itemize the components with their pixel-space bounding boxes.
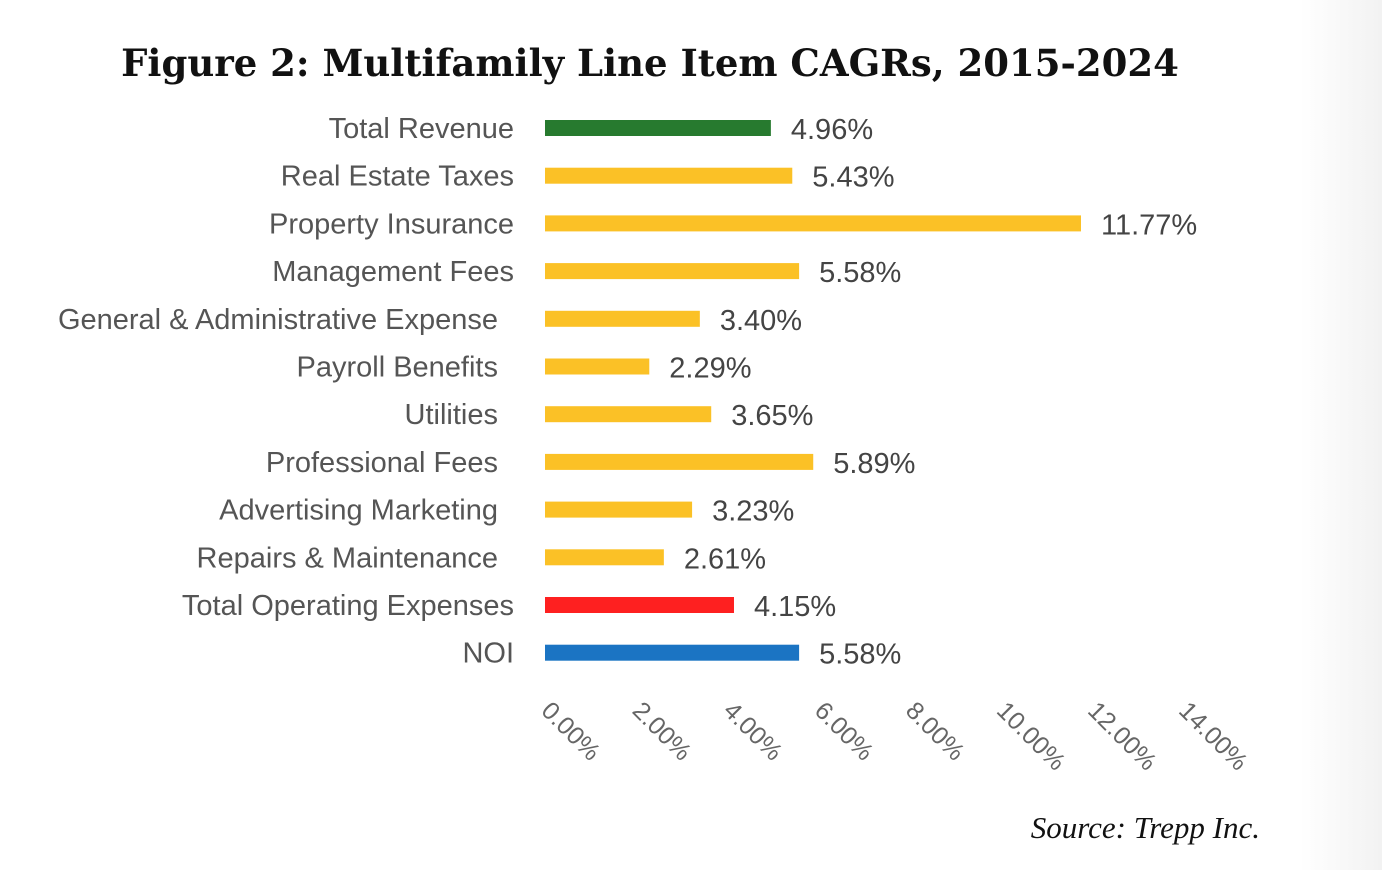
value-label: 4.15% (754, 591, 836, 623)
x-tick-label: 0.00% (536, 696, 606, 766)
value-label: 5.58% (819, 639, 901, 671)
value-label: 5.89% (833, 448, 915, 480)
value-label: 4.96% (791, 114, 873, 146)
bar (545, 406, 712, 423)
bar (545, 358, 650, 375)
category-label: Advertising Marketing (219, 495, 498, 527)
bar (545, 501, 693, 518)
category-label: NOI (462, 638, 514, 670)
bar (545, 215, 1081, 232)
category-label: Management Fees (272, 256, 514, 288)
bar (545, 453, 814, 470)
chart-title: Figure 2: Multifamily Line Item CAGRs, 2… (121, 41, 1179, 85)
value-label: 2.29% (669, 353, 751, 385)
x-tick-label: 12.00% (1082, 696, 1162, 776)
category-label: Total Revenue (329, 113, 514, 145)
value-label: 2.61% (684, 543, 766, 575)
bar (545, 597, 734, 613)
value-label: 5.43% (812, 162, 894, 194)
category-label: General & Administrative Expense (58, 304, 498, 336)
category-label: Real Estate Taxes (281, 161, 514, 193)
x-tick-label: 2.00% (627, 696, 697, 766)
value-label: 3.65% (731, 400, 813, 432)
x-tick-label: 4.00% (718, 696, 788, 766)
category-label: Total Operating Expenses (182, 590, 514, 622)
bar (545, 120, 771, 136)
category-label: Professional Fees (266, 447, 498, 479)
category-label: Utilities (405, 399, 498, 431)
source-note: Source: Trepp Inc. (1031, 810, 1260, 845)
x-tick-label: 8.00% (900, 696, 970, 766)
value-label: 11.77% (1101, 209, 1197, 241)
category-label: Property Insurance (269, 208, 514, 240)
value-label: 3.23% (712, 496, 794, 528)
x-tick-label: 10.00% (991, 696, 1071, 776)
x-tick-label: 6.00% (809, 696, 879, 766)
bar (545, 549, 664, 566)
bar (545, 310, 700, 327)
value-label: 5.58% (819, 257, 901, 289)
category-label: Payroll Benefits (297, 352, 499, 384)
bar (545, 167, 793, 184)
value-label: 3.40% (720, 305, 802, 337)
category-label: Repairs & Maintenance (197, 542, 498, 574)
x-tick-label: 14.00% (1173, 696, 1253, 776)
bar (545, 644, 800, 661)
bar (545, 263, 800, 280)
